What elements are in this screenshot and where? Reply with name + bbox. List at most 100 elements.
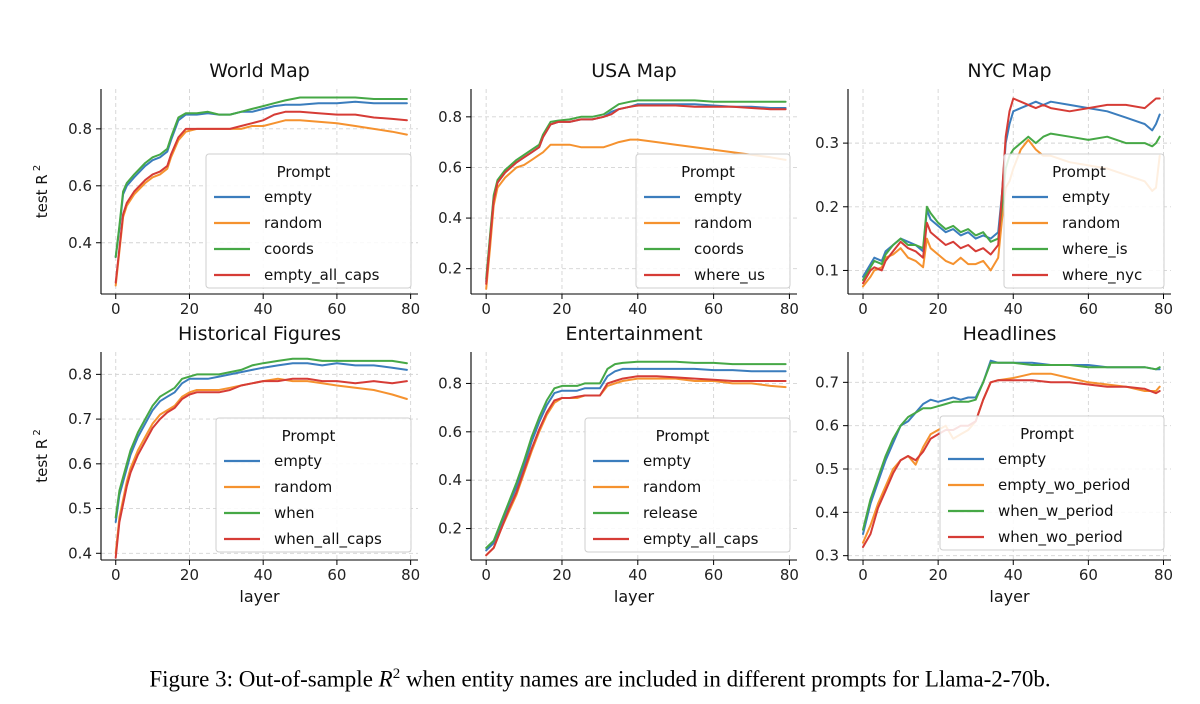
y-tick-label: 0.8 [68, 365, 92, 383]
legend: Prompt empty random coords empty_all_caps [205, 153, 412, 289]
legend-title: Prompt [1052, 163, 1106, 181]
x-tick-label: 80 [780, 566, 799, 584]
legend-title: Prompt [681, 163, 735, 181]
legend-entry: when_wo_period [998, 528, 1123, 547]
x-tick-label: 80 [780, 300, 799, 318]
y-tick-label: 0.5 [68, 500, 92, 518]
x-axis-label: layer [614, 587, 655, 606]
series-group [485, 360, 787, 557]
y-tick-label: 0.3 [815, 134, 839, 152]
chart-title: Historical Figures [178, 323, 341, 345]
legend: Prompt empty random release empty_all_caps [584, 417, 791, 553]
chart-panel: 0 20 40 60 80 0.2 0.4 0.6 0.8 USA Map Prompt empty r… [438, 60, 799, 318]
caption-exponent: 2 [392, 666, 401, 682]
legend-entry: empty [1062, 188, 1110, 206]
x-tick-label: 0 [481, 566, 491, 584]
legend-entry: empty_all_caps [264, 266, 380, 285]
x-tick-label: 60 [1079, 566, 1098, 584]
y-tick-label: 0.4 [815, 503, 839, 521]
x-tick-label: 20 [180, 566, 199, 584]
legend-entry: random [1062, 214, 1120, 232]
legend-entry: coords [694, 240, 744, 258]
y-tick-label: 0.6 [438, 423, 462, 441]
legend-entry: empty [274, 452, 322, 470]
legend-entry: release [643, 504, 698, 522]
y-axis-label: test R 2 [32, 429, 51, 483]
chart-panel: 0 20 40 60 80 0.4 0.6 0.8 World Map test R 2 Promp… [32, 60, 420, 318]
legend-title: Prompt [656, 427, 710, 445]
x-tick-label: 0 [481, 300, 491, 318]
x-tick-label: 40 [628, 300, 647, 318]
legend-entry: empty [694, 188, 742, 206]
x-tick-label: 80 [1154, 566, 1173, 584]
series-line-when_w_period [862, 361, 1161, 531]
chart-panel: 0 20 40 60 80 0.4 0.5 0.6 0.7 0.8 Historical Figur… [32, 323, 420, 606]
x-tick-label: 20 [552, 300, 571, 318]
legend-entry: random [264, 214, 322, 232]
series-line-coords [114, 96, 408, 258]
y-tick-label: 0.4 [68, 234, 92, 252]
legend-entry: random [643, 478, 701, 496]
x-tick-label: 40 [254, 300, 273, 318]
y-tick-label: 0.2 [815, 198, 839, 216]
series-line-where_nyc [862, 97, 1161, 285]
series-line-where_us [485, 104, 787, 285]
y-tick-label: 0.7 [68, 410, 92, 428]
y-tick-label: 0.8 [68, 120, 92, 138]
legend-entry: empty [264, 188, 312, 206]
series-line-where_is [862, 132, 1161, 281]
chart-panel: 0 20 40 60 80 0.2 0.4 0.6 0.8 Entertainment layer P… [438, 323, 799, 606]
legend-title: Prompt [1020, 425, 1074, 443]
chart-title: World Map [209, 60, 310, 82]
legend-entry: empty [643, 452, 691, 470]
x-tick-label: 0 [111, 566, 121, 584]
y-tick-label: 0.7 [815, 373, 839, 391]
y-tick-label: 0.8 [438, 374, 462, 392]
series-line-random [114, 377, 408, 555]
x-tick-label: 20 [180, 300, 199, 318]
y-tick-label: 0.6 [815, 417, 839, 435]
x-axis-label: layer [989, 587, 1030, 606]
legend-box [215, 417, 412, 553]
x-tick-label: 60 [327, 300, 346, 318]
x-axis-label: layer [239, 587, 280, 606]
series-line-when [114, 357, 408, 519]
legend: Prompt empty random where_is where_nyc [1003, 153, 1165, 289]
x-tick-label: 20 [552, 566, 571, 584]
legend-entry: coords [264, 240, 314, 258]
legend-box [635, 153, 791, 289]
series-group [114, 96, 408, 287]
figure-grid: 0 20 40 60 80 0.4 0.6 0.8 World Map test R 2 Promp… [32, 60, 1173, 606]
y-tick-label: 0.4 [438, 471, 462, 489]
x-tick-label: 20 [929, 300, 948, 318]
legend-box [205, 153, 412, 289]
series-line-when_all_caps [114, 377, 408, 559]
series-line-empty_all_caps [114, 110, 408, 284]
chart-panel: 0 20 40 60 80 0.3 0.4 0.5 0.6 0.7 Headlines layer Pr… [815, 323, 1173, 606]
series-line-empty_all_caps [485, 375, 787, 557]
legend-entry: when [274, 504, 315, 522]
series-line-release [485, 360, 787, 549]
y-tick-label: 0.1 [815, 261, 839, 279]
y-tick-label: 0.8 [438, 108, 462, 126]
chart-title: Entertainment [565, 323, 702, 345]
x-tick-label: 0 [858, 566, 868, 584]
legend-title: Prompt [277, 163, 331, 181]
legend: Prompt empty random coords where_us [635, 153, 791, 289]
x-tick-label: 0 [111, 300, 121, 318]
x-tick-label: 40 [628, 566, 647, 584]
chart-title: Headlines [963, 323, 1057, 345]
x-tick-label: 80 [401, 566, 420, 584]
caption-prefix: Figure 3: Out-of-sample [149, 666, 379, 692]
x-tick-label: 60 [327, 566, 346, 584]
legend-entry: empty_wo_period [998, 476, 1130, 495]
x-tick-label: 60 [1079, 300, 1098, 318]
legend-title: Prompt [282, 427, 336, 445]
series-group [114, 357, 408, 559]
x-tick-label: 40 [1004, 566, 1023, 584]
y-tick-label: 0.5 [815, 460, 839, 478]
legend-entry: when_w_period [998, 502, 1114, 521]
y-tick-label: 0.4 [68, 544, 92, 562]
y-tick-label: 0.4 [438, 209, 462, 227]
x-tick-label: 20 [929, 566, 948, 584]
